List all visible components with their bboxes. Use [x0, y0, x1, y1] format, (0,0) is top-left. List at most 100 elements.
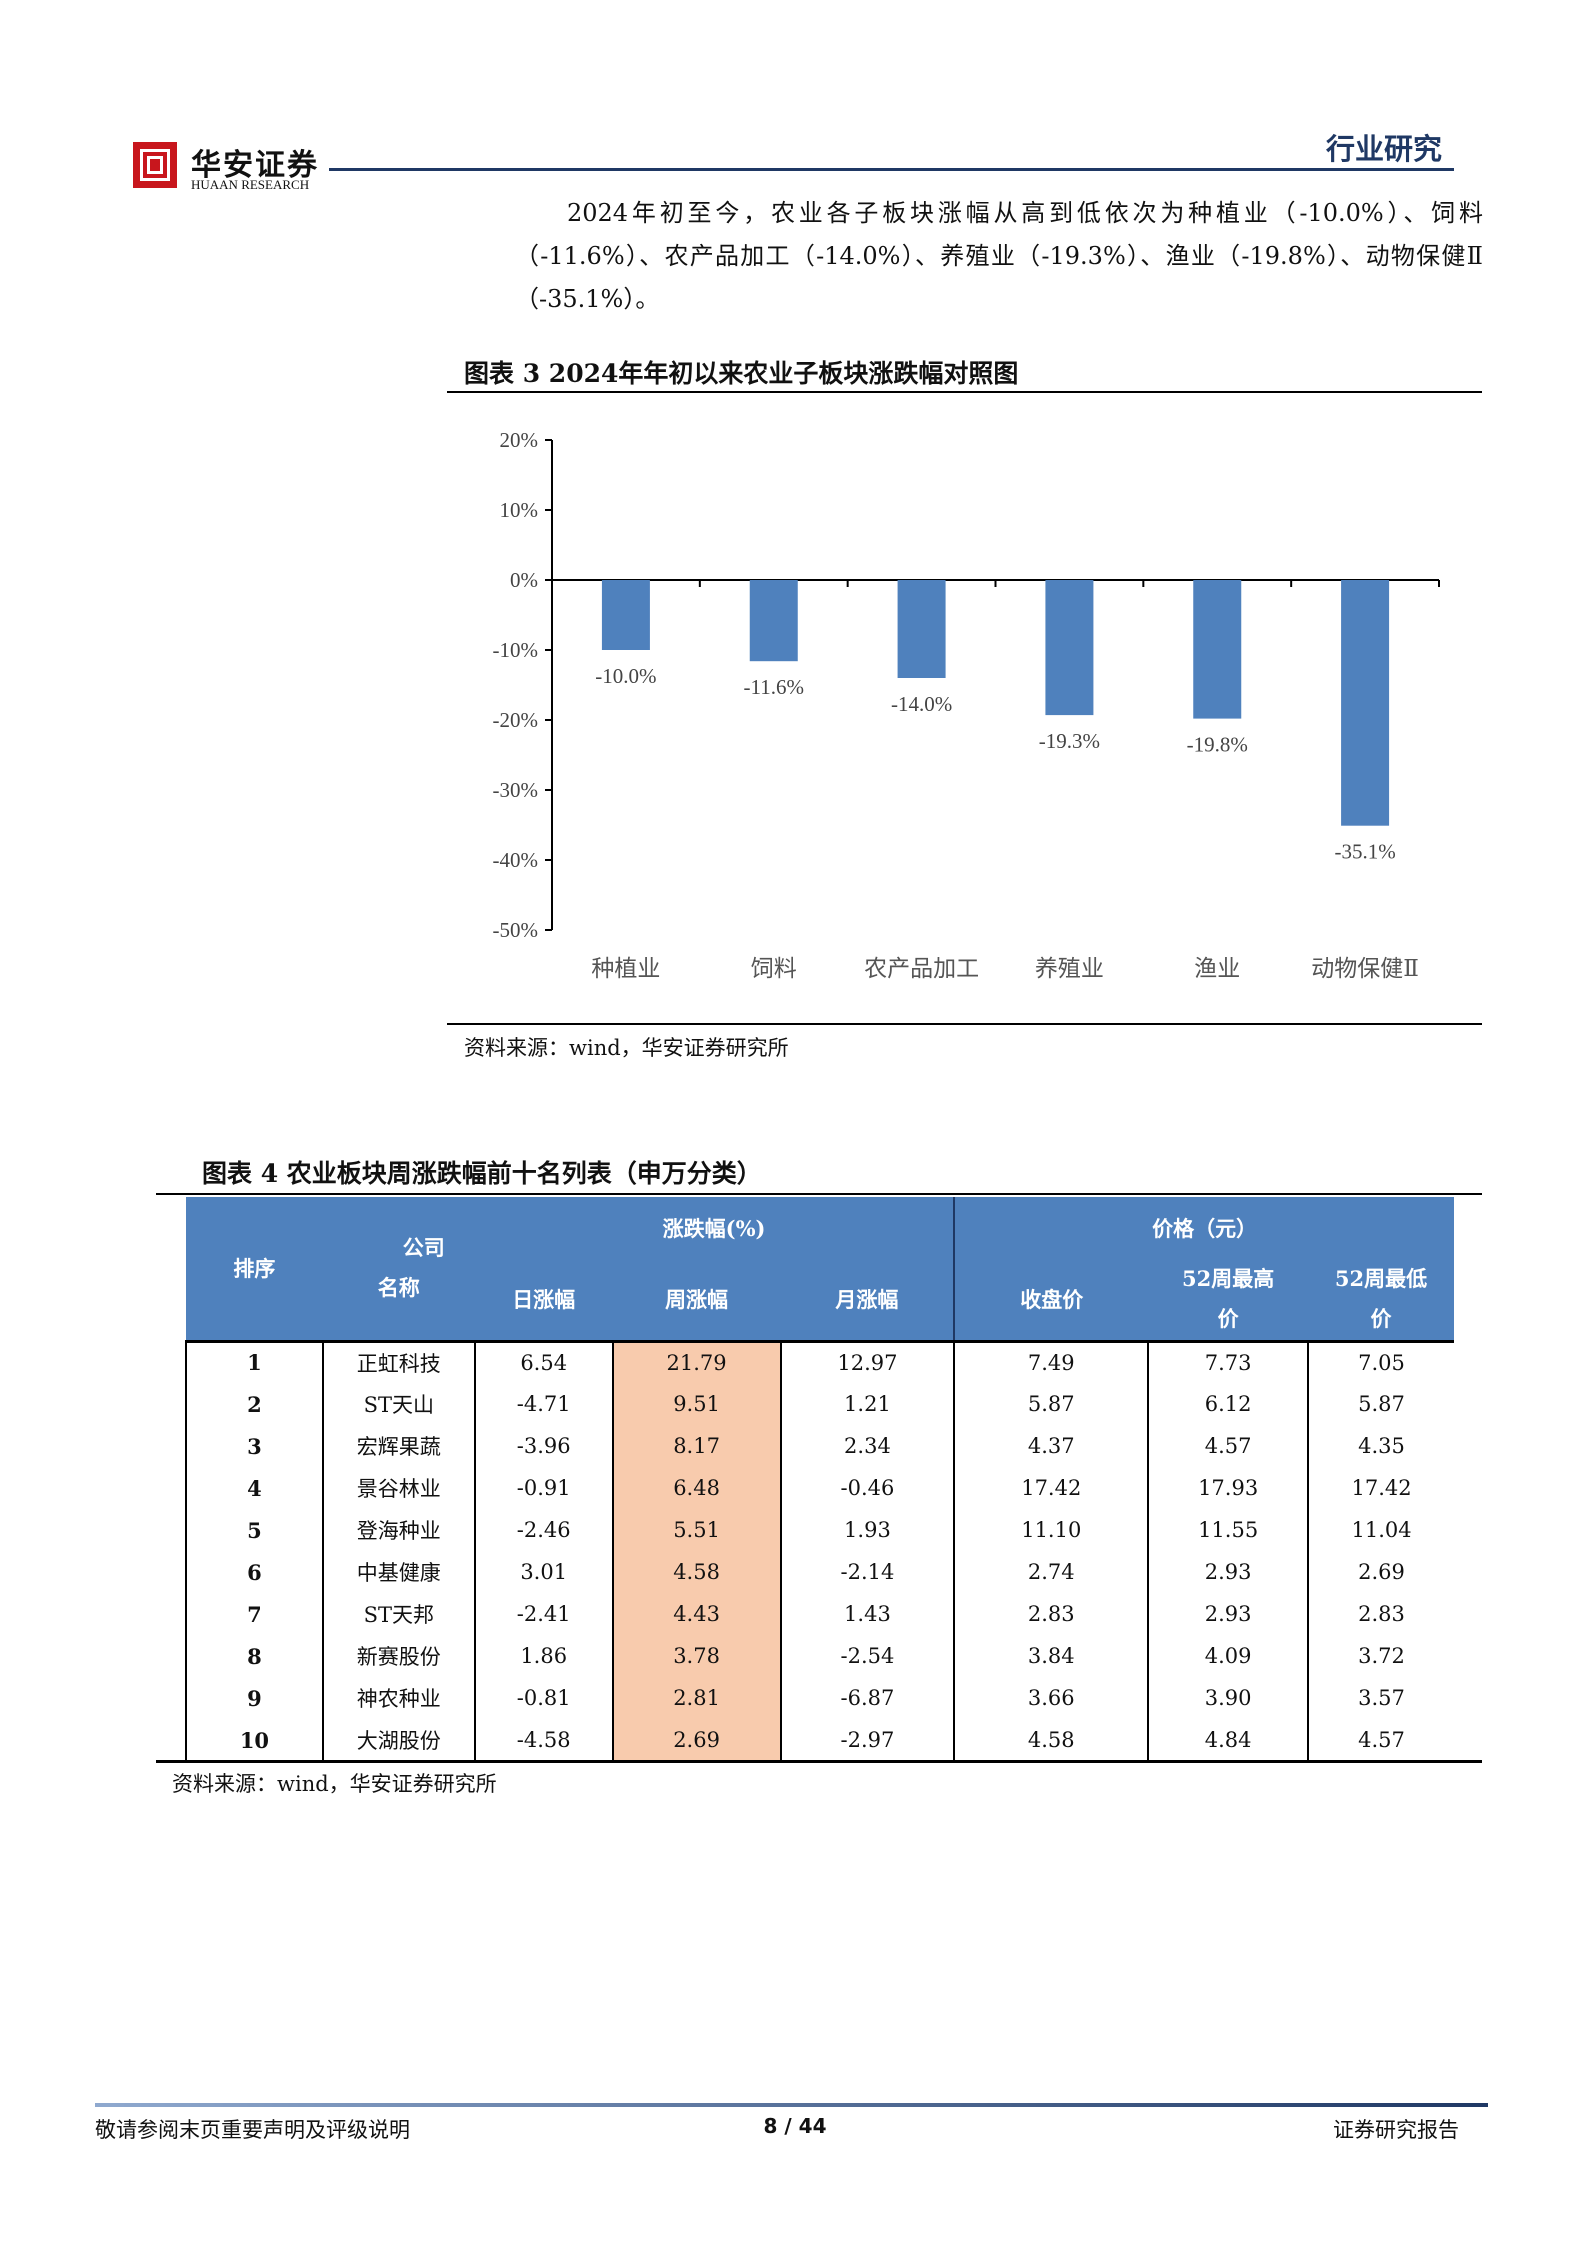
header-change-group: 涨跌幅(%) [474, 1197, 955, 1259]
category-label: 养殖业 [1035, 956, 1104, 982]
bar [1341, 580, 1390, 826]
cell-company: 宏辉果蔬 [321, 1425, 475, 1467]
cell-close: 7.49 [953, 1339, 1149, 1383]
cell-low52: 11.04 [1307, 1509, 1454, 1551]
table-row: 6 中基健康 3.01 4.58 -2.14 2.74 2.93 2.69 [185, 1551, 1454, 1593]
cell-high52: 4.84 [1147, 1719, 1309, 1761]
cell-close: 2.83 [953, 1593, 1149, 1635]
cell-rank: 8 [185, 1635, 323, 1677]
y-tick-label: -40% [493, 848, 539, 872]
cell-rank: 1 [185, 1339, 323, 1383]
page-number: 8 / 44 [763, 2114, 827, 2138]
top10-weekly-table: 排序 公司 名称 涨跌幅(%) 价格（元） 日涨幅 周涨幅 月涨幅 收盘价 52… [185, 1197, 1454, 1761]
figure3-top-rule [447, 391, 1482, 393]
data-label: -11.6% [744, 675, 804, 699]
cell-monthly: 2.34 [779, 1425, 955, 1467]
cell-company: 正虹科技 [321, 1339, 475, 1383]
header-high52-line2: 价 [1217, 1306, 1239, 1332]
cell-close: 11.10 [953, 1509, 1149, 1551]
cell-rank: 5 [185, 1509, 323, 1551]
cell-close: 4.58 [953, 1719, 1149, 1761]
cell-monthly: -2.97 [779, 1719, 955, 1761]
cell-company: ST天邦 [321, 1593, 475, 1635]
cell-daily: -0.91 [473, 1467, 613, 1509]
category-label: 种植业 [591, 956, 660, 982]
cell-daily: -4.71 [473, 1383, 613, 1425]
cell-close: 5.87 [953, 1383, 1149, 1425]
cell-daily: -2.46 [473, 1509, 613, 1551]
cell-weekly: 6.48 [611, 1467, 781, 1509]
table4-source: 资料来源：wind，华安证券研究所 [172, 1772, 497, 1796]
cell-rank: 9 [185, 1677, 323, 1719]
footer-disclaimer: 敬请参阅末页重要声明及评级说明 [95, 2118, 410, 2142]
y-tick-label: -30% [493, 778, 539, 802]
cell-rank: 2 [185, 1383, 323, 1425]
data-label: -19.8% [1187, 733, 1248, 757]
cell-low52: 5.87 [1307, 1383, 1454, 1425]
cell-monthly: 1.21 [779, 1383, 955, 1425]
cell-monthly: 1.93 [779, 1509, 955, 1551]
table-row: 1 正虹科技 6.54 21.79 12.97 7.49 7.73 7.05 [185, 1339, 1454, 1383]
cell-company: 新赛股份 [321, 1635, 475, 1677]
table4-bottom-rule [156, 1760, 1482, 1763]
table-row: 5 登海种业 -2.46 5.51 1.93 11.10 11.55 11.04 [185, 1509, 1454, 1551]
cell-daily: 6.54 [473, 1339, 613, 1383]
cell-rank: 3 [185, 1425, 323, 1467]
bar [1045, 580, 1094, 716]
cell-weekly: 21.79 [611, 1339, 781, 1383]
cell-low52: 2.83 [1307, 1593, 1454, 1635]
y-tick-label: 20% [500, 428, 539, 452]
table-row: 7 ST天邦 -2.41 4.43 1.43 2.83 2.93 2.83 [185, 1593, 1454, 1635]
header-low52: 52周最低价 [1308, 1259, 1454, 1341]
figure3-bottom-rule [447, 1023, 1482, 1025]
header-company: 公司 名称 [322, 1197, 475, 1341]
cell-high52: 3.90 [1147, 1677, 1309, 1719]
cell-company: 大湖股份 [321, 1719, 475, 1761]
cell-company: 景谷林业 [321, 1467, 475, 1509]
cell-company: 中基健康 [321, 1551, 475, 1593]
cell-company: 神农种业 [321, 1677, 475, 1719]
footer-divider [95, 2103, 1488, 2107]
bar [749, 580, 798, 662]
header-low52-line1: 52周最低 [1334, 1266, 1428, 1292]
cell-high52: 2.93 [1147, 1551, 1309, 1593]
table-row: 8 新赛股份 1.86 3.78 -2.54 3.84 4.09 3.72 [185, 1635, 1454, 1677]
cell-weekly: 4.43 [611, 1593, 781, 1635]
cell-monthly: -0.46 [779, 1467, 955, 1509]
y-tick-label: -10% [493, 638, 539, 662]
cell-daily: -4.58 [473, 1719, 613, 1761]
table-row: 2 ST天山 -4.71 9.51 1.21 5.87 6.12 5.87 [185, 1383, 1454, 1425]
y-tick-label: -20% [493, 708, 539, 732]
table-row: 3 宏辉果蔬 -3.96 8.17 2.34 4.37 4.57 4.35 [185, 1425, 1454, 1467]
cell-daily: -3.96 [473, 1425, 613, 1467]
data-label: -19.3% [1039, 729, 1100, 753]
table-row: 10 大湖股份 -4.58 2.69 -2.97 4.58 4.84 4.57 [185, 1719, 1454, 1761]
cell-daily: -0.81 [473, 1677, 613, 1719]
header-daily: 日涨幅 [474, 1259, 613, 1341]
cell-monthly: 12.97 [779, 1339, 955, 1383]
header-weekly: 周涨幅 [612, 1259, 781, 1341]
bar [601, 580, 650, 650]
category-label: 饲料 [751, 956, 797, 982]
figure3-source: 资料来源：wind，华安证券研究所 [464, 1036, 789, 1060]
y-tick-label: 10% [500, 498, 539, 522]
cell-rank: 6 [185, 1551, 323, 1593]
cell-high52: 2.93 [1147, 1593, 1309, 1635]
data-label: -35.1% [1334, 840, 1395, 864]
cell-monthly: 1.43 [779, 1593, 955, 1635]
header-company-line1: 公司 [402, 1235, 445, 1261]
header-company-line2: 名称 [377, 1275, 420, 1301]
cell-weekly: 8.17 [611, 1425, 781, 1467]
cell-high52: 11.55 [1147, 1509, 1309, 1551]
table-row: 4 景谷林业 -0.91 6.48 -0.46 17.42 17.93 17.42 [185, 1467, 1454, 1509]
logo-english-name: HUAAN RESEARCH [191, 177, 310, 192]
header-high52: 52周最高价 [1148, 1259, 1309, 1341]
cell-weekly: 4.58 [611, 1551, 781, 1593]
header-low52-line2: 价 [1370, 1306, 1392, 1332]
cell-low52: 3.72 [1307, 1635, 1454, 1677]
cell-monthly: -2.14 [779, 1551, 955, 1593]
header-high52-line1: 52周最高 [1182, 1266, 1275, 1292]
cell-close: 2.74 [953, 1551, 1149, 1593]
cell-rank: 4 [185, 1467, 323, 1509]
cell-weekly: 2.81 [611, 1677, 781, 1719]
